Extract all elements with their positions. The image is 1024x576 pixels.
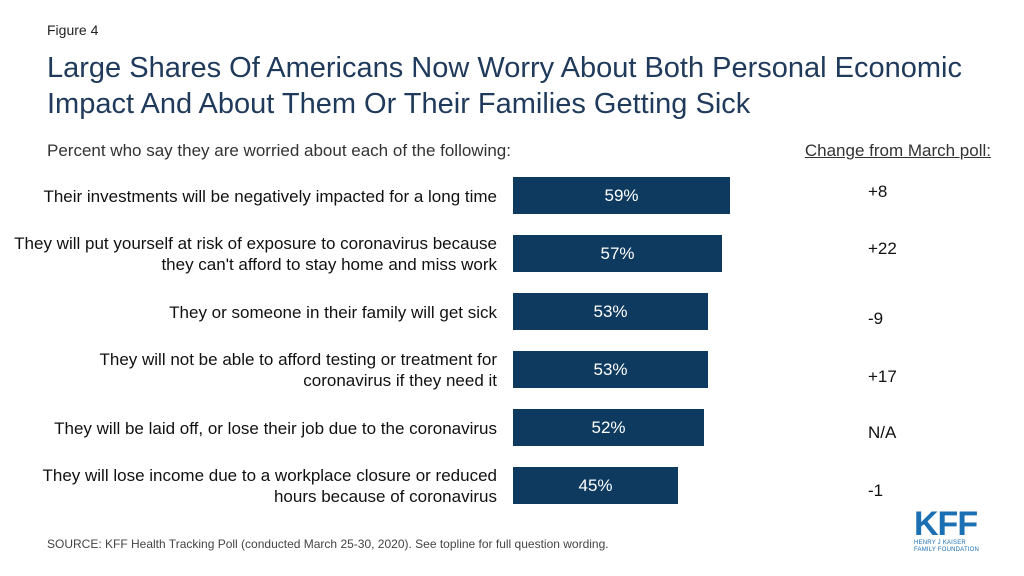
kff-logo: KFF HENRY J KAISER FAMILY FOUNDATION bbox=[914, 505, 992, 558]
bar: 57% bbox=[513, 235, 722, 272]
category-label: They will put yourself at risk of exposu… bbox=[14, 234, 497, 274]
chart-title: Large Shares Of Americans Now Worry Abou… bbox=[47, 52, 963, 120]
bar: 59% bbox=[513, 177, 730, 214]
bar-value-label: 53% bbox=[593, 301, 628, 321]
category-label: They will not be able to afford testing … bbox=[99, 350, 497, 390]
category-label: They will lose income due to a workplace… bbox=[42, 466, 497, 506]
source-note: SOURCE: KFF Health Tracking Poll (conduc… bbox=[47, 537, 609, 551]
bar: 52% bbox=[513, 409, 704, 446]
change-value: +17 bbox=[868, 367, 897, 386]
change-value: +22 bbox=[868, 239, 897, 258]
change-value: N/A bbox=[868, 423, 897, 442]
bar-value-label: 53% bbox=[593, 359, 628, 379]
bar-value-label: 57% bbox=[600, 243, 635, 263]
bar: 53% bbox=[513, 293, 708, 330]
chart-subtitle: Percent who say they are worried about e… bbox=[47, 141, 511, 160]
change-value: -1 bbox=[868, 481, 884, 500]
figure-label: Figure 4 bbox=[47, 22, 99, 38]
bar-value-label: 59% bbox=[604, 185, 639, 205]
change-value: +8 bbox=[868, 182, 888, 201]
bar-value-label: 45% bbox=[578, 475, 613, 495]
logo-line-2: FAMILY FOUNDATION bbox=[914, 547, 980, 553]
bar: 45% bbox=[513, 467, 678, 504]
change-header: Change from March poll: bbox=[804, 141, 991, 160]
category-label: They or someone in their family will get… bbox=[169, 302, 497, 322]
bar: 53% bbox=[513, 351, 708, 388]
logo-mark: KFF bbox=[914, 505, 978, 543]
category-label: Their investments will be negatively imp… bbox=[43, 186, 497, 206]
change-value: -9 bbox=[868, 309, 884, 328]
bar-value-label: 52% bbox=[591, 417, 626, 437]
category-label: They will be laid off, or lose their job… bbox=[54, 418, 497, 438]
logo-line-1: HENRY J KAISER bbox=[914, 540, 966, 546]
